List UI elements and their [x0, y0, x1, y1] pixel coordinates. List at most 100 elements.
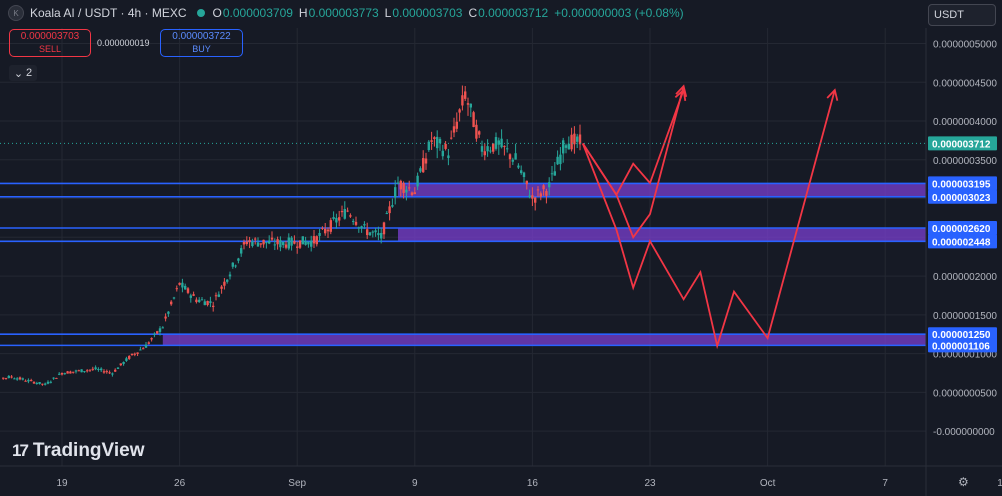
level-price-tag [928, 338, 997, 353]
candle-body [69, 371, 72, 374]
change-value: +0.000000003 (+0.08%) [554, 6, 684, 20]
y-tick-label: 0.0000001500 [933, 311, 997, 322]
candle-body [562, 140, 565, 154]
candle-body [254, 238, 257, 240]
candle-body [290, 237, 293, 246]
candle-body [396, 182, 400, 184]
candle-body [402, 183, 405, 193]
candle-body [273, 244, 276, 246]
candle-body [130, 353, 134, 356]
indicators-toggle-button[interactable]: ⌄ 2 [9, 65, 37, 81]
candle-body [60, 372, 64, 375]
candle-body [27, 379, 30, 382]
candle-body [360, 226, 363, 229]
candle-body [35, 382, 38, 384]
candle-body [91, 368, 94, 370]
candle-body [307, 241, 310, 245]
buy-button[interactable]: 0.000003722 BUY [160, 29, 243, 57]
y-tick-label: 0.0000002000 [933, 272, 997, 283]
low-value: 0.000003703 [392, 6, 463, 20]
candle-body [153, 333, 156, 335]
candle-body [553, 171, 556, 176]
candle-body [66, 371, 69, 374]
candle-body [377, 233, 380, 236]
candle-body [522, 172, 526, 177]
candle-body [422, 158, 425, 173]
candle-body [318, 232, 321, 236]
settings-gear-icon[interactable]: ⚙ [958, 475, 969, 489]
candle-body [293, 241, 296, 244]
candle-body [214, 295, 218, 297]
candle-body [181, 282, 184, 288]
candle-body [200, 299, 204, 301]
candle-body [548, 182, 551, 188]
candle-body [170, 301, 173, 305]
support-resistance-zone [398, 183, 926, 197]
x-tick-label: Oct [760, 478, 776, 489]
sell-button[interactable]: 0.000003703 SELL [9, 29, 91, 57]
candle-body [21, 378, 24, 380]
y-tick-label: 0.0000004500 [933, 78, 997, 89]
candle-body [175, 288, 178, 290]
candle-body [223, 281, 226, 286]
currency-select[interactable]: USDT [928, 4, 996, 26]
tradingview-logo: 17 TradingView [12, 440, 145, 462]
candle-body [231, 262, 234, 267]
candle-body [475, 124, 478, 139]
close-value: 0.000003712 [478, 6, 549, 20]
candle-body [203, 301, 206, 306]
candle-body [167, 311, 170, 314]
candle-body [458, 109, 461, 113]
candle-body [186, 288, 190, 293]
candle-body [559, 154, 562, 165]
candle-body [578, 134, 582, 145]
candle-body [312, 236, 316, 244]
candle-body [195, 299, 198, 303]
candle-body [464, 91, 467, 99]
candle-body [74, 370, 78, 372]
candle-body [158, 328, 162, 332]
symbol-title[interactable]: Koala AI / USDT · 4h · MEXC [30, 6, 187, 20]
candle-body [483, 151, 486, 156]
candle-body [430, 140, 433, 142]
candle-body [332, 217, 335, 219]
candle-body [184, 285, 187, 290]
candle-body [237, 258, 240, 261]
candle-body [32, 381, 36, 384]
candle-body [556, 156, 559, 165]
candle-body [444, 143, 447, 149]
candles-group [1, 85, 582, 386]
level-price-tag [928, 221, 997, 236]
candle-body [492, 143, 495, 152]
candle-body [374, 230, 377, 233]
candle-body [279, 240, 282, 248]
candle-body [461, 95, 464, 106]
y-tick-label: 0.0000003500 [933, 156, 997, 167]
candle-body [410, 192, 414, 195]
candle-body [427, 141, 430, 150]
candle-body [114, 369, 117, 372]
candle-body [55, 377, 58, 379]
candle-body [354, 221, 358, 225]
candle-body [564, 145, 568, 148]
candle-body [528, 195, 531, 198]
candle-body [296, 246, 299, 248]
candle-body [539, 193, 542, 197]
candle-body [178, 282, 181, 285]
low-label: L [384, 6, 392, 20]
candle-body [282, 241, 285, 246]
candle-body [136, 352, 139, 354]
candle-body [343, 208, 346, 219]
candle-body [452, 126, 456, 133]
candle-body [240, 248, 243, 254]
x-tick-label: 14 [997, 478, 1002, 489]
candle-body [102, 371, 106, 373]
candle-body [304, 241, 307, 245]
support-resistance-zone [398, 228, 926, 242]
candle-body [310, 240, 313, 247]
chevron-down-icon: ⌄ [13, 67, 24, 80]
candle-body [228, 274, 232, 277]
candle-body [198, 299, 201, 302]
candle-body [570, 134, 573, 150]
